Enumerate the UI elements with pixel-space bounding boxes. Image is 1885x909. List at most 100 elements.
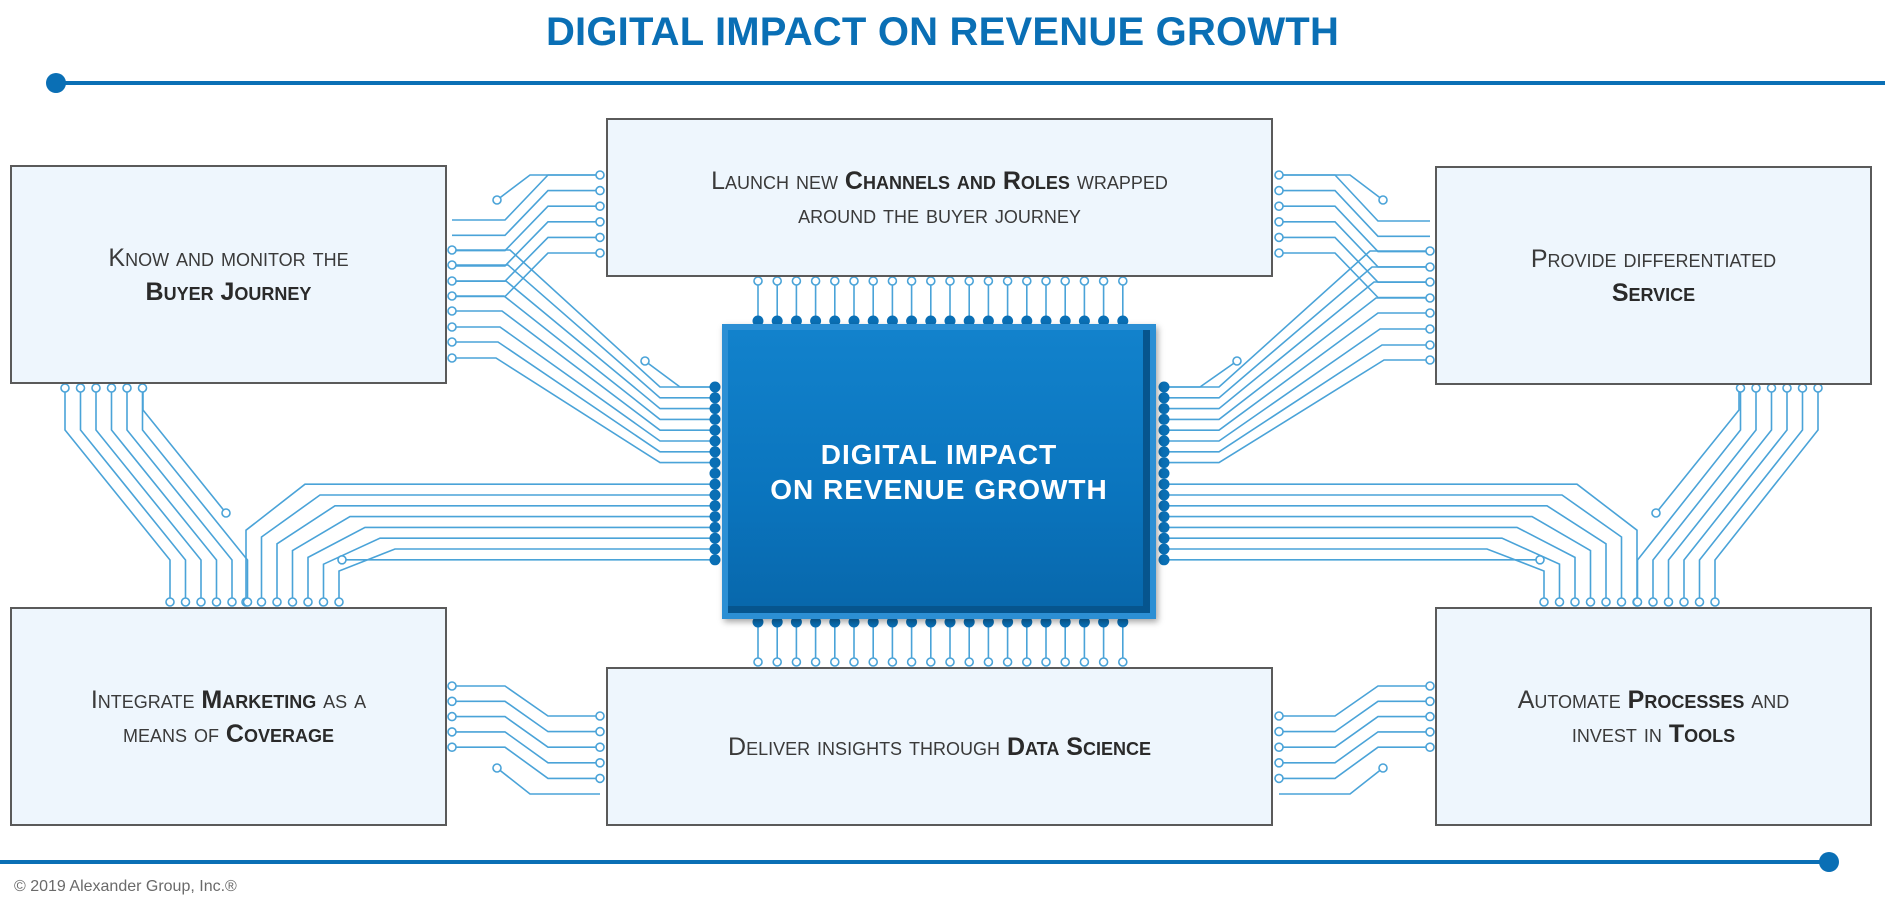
trace-terminal — [849, 657, 859, 667]
chip-pin — [810, 315, 822, 327]
trace-terminal — [106, 383, 117, 393]
header-rule-dot — [46, 73, 66, 93]
trace-terminal — [137, 383, 148, 393]
circuit-trace — [338, 548, 715, 602]
trace-terminal — [595, 726, 605, 737]
trace-terminal — [1616, 597, 1627, 607]
chip-pin — [1158, 446, 1170, 458]
trace-terminal — [1663, 597, 1674, 607]
trace-terminal — [595, 170, 605, 180]
data-science-prefix: Deliver insights through — [728, 732, 1007, 761]
chip-pin — [709, 532, 721, 544]
trace-terminal — [1425, 696, 1435, 707]
circuit-trace — [452, 700, 600, 733]
circuit-trace — [1164, 359, 1430, 464]
chip-pin — [1158, 413, 1170, 425]
trace-terminal — [1425, 727, 1435, 737]
circuit-trace — [1279, 731, 1430, 764]
trace-terminal — [1118, 657, 1128, 667]
chip-pin — [1158, 435, 1170, 447]
trace-terminal — [595, 232, 605, 243]
chip-pin — [1117, 315, 1129, 327]
circuit-trace — [452, 264, 715, 399]
chip-pin — [709, 511, 721, 523]
circuit-trace — [276, 504, 715, 602]
service-line1: Provide differentiated — [1530, 244, 1777, 273]
processes-keyword: Processes — [1627, 685, 1745, 714]
trace-terminal — [447, 291, 457, 301]
trace-terminal — [1274, 185, 1284, 196]
chip-pin — [1040, 315, 1052, 327]
circuit-trace — [1164, 515, 1592, 602]
circuit-trace — [1164, 344, 1430, 453]
chip-pin — [906, 315, 918, 327]
chip-pin — [867, 315, 879, 327]
trace-terminal — [1797, 383, 1808, 393]
trace-terminal — [1002, 657, 1013, 667]
trace-terminal — [1425, 246, 1435, 256]
chip-pin — [709, 446, 721, 458]
trace-terminal — [447, 322, 457, 332]
chip-pin — [1002, 616, 1014, 628]
circuit-trace — [291, 515, 715, 602]
trace-terminal — [447, 727, 457, 737]
circuit-trace — [1164, 504, 1607, 602]
chip-pin — [1158, 532, 1170, 544]
channels-roles-line2: around the buyer journey — [798, 200, 1081, 229]
page-title: DIGITAL IMPACT ON REVENUE GROWTH — [545, 10, 1340, 54]
circuit-trace — [1164, 526, 1576, 602]
trace-terminal — [595, 185, 605, 196]
marketing-suffix: as a — [316, 685, 367, 714]
chip-pin — [709, 435, 721, 447]
chip-pin — [982, 616, 994, 628]
trace-terminal — [287, 597, 298, 607]
chip-pin — [1002, 315, 1014, 327]
trace-terminal — [983, 657, 994, 667]
chip-pin — [886, 616, 898, 628]
trace-terminal — [447, 742, 457, 753]
trace-terminal — [447, 245, 457, 255]
trace-terminal — [447, 711, 457, 722]
trace-terminal — [1766, 383, 1777, 393]
chip-pin — [709, 392, 721, 404]
circuit-trace — [1714, 388, 1819, 602]
trace-terminal — [91, 383, 101, 393]
circuit-trace — [307, 526, 715, 602]
chip-pin — [982, 315, 994, 327]
trace-terminal — [945, 657, 955, 667]
trace-terminal — [906, 657, 917, 667]
chip-pin — [709, 500, 721, 512]
box-buyer-journey: Know and monitor the Buyer Journey — [10, 165, 447, 384]
trace-terminal — [753, 276, 763, 286]
circuit-trace — [1655, 388, 1740, 514]
trace-terminal — [1694, 597, 1705, 607]
box-channels-roles: Launch new Channels and Roles wrapped ar… — [606, 118, 1273, 277]
trace-terminal — [906, 276, 917, 286]
chip-pin — [1078, 315, 1090, 327]
chip-pin — [1158, 554, 1170, 566]
chip-pin — [925, 315, 937, 327]
chip-pin — [829, 315, 841, 327]
chip-pin — [1158, 478, 1170, 490]
circuit-trace — [452, 715, 600, 749]
trace-terminal — [1274, 248, 1284, 258]
chip-pin — [944, 616, 956, 628]
circuit-trace — [1683, 388, 1788, 602]
coverage-prefix: means of — [123, 719, 226, 748]
circuit-trace — [644, 360, 715, 388]
trace-terminal — [1585, 597, 1596, 607]
footer-rule-dot — [1819, 852, 1839, 872]
trace-terminal — [1751, 383, 1761, 393]
circuit-trace — [452, 205, 600, 252]
trace-terminal — [1002, 276, 1013, 286]
circuit-trace — [496, 767, 600, 795]
trace-terminal — [447, 337, 457, 347]
circuit-trace — [1164, 494, 1623, 602]
chip-pin — [1158, 543, 1170, 555]
trace-terminal — [964, 276, 975, 286]
chip-pin — [790, 616, 802, 628]
chip-pin — [790, 315, 802, 327]
copyright-footer: © 2019 Alexander Group, Inc.® — [14, 878, 237, 895]
trace-terminal — [849, 276, 859, 286]
chip-pin — [709, 424, 721, 436]
